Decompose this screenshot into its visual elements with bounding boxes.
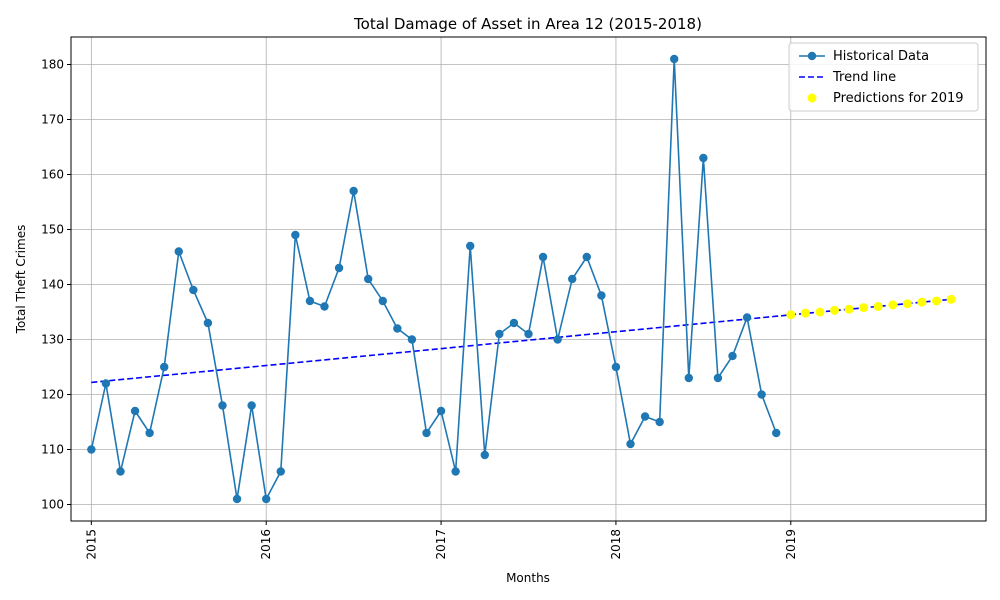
historical-point <box>509 318 519 328</box>
y-tick-label: 170 <box>41 113 64 127</box>
legend-label: Historical Data <box>833 49 929 64</box>
y-tick-label: 100 <box>41 498 64 512</box>
historical-point <box>524 329 533 339</box>
x-tick-label: 2018 <box>609 529 623 560</box>
historical-point <box>218 401 227 410</box>
historical-point <box>582 252 591 262</box>
historical-point <box>699 153 708 163</box>
historical-point <box>145 428 154 438</box>
prediction-point <box>859 303 869 313</box>
y-tick-label: 150 <box>41 223 64 237</box>
historical-point <box>407 335 417 344</box>
y-tick-label: 110 <box>41 443 64 457</box>
historical-point <box>378 296 387 306</box>
prediction-point <box>815 307 825 317</box>
historical-point <box>160 362 169 372</box>
historical-point <box>276 467 285 476</box>
y-axis: 100 110 120 130 140 150 160 170 180 <box>41 58 71 512</box>
legend-marker-predictions <box>807 93 817 103</box>
y-tick-label: 120 <box>41 388 64 402</box>
historical-point <box>232 494 242 504</box>
y-tick-label: 130 <box>41 333 64 347</box>
series-predictions-2019 <box>786 294 956 320</box>
prediction-point <box>786 310 796 320</box>
historical-line <box>90 58 777 502</box>
prediction-point <box>800 308 810 318</box>
prediction-point <box>873 302 883 311</box>
legend-box <box>788 42 979 112</box>
historical-point <box>451 467 460 476</box>
historical-point <box>626 439 635 449</box>
historical-point <box>87 445 96 454</box>
historical-point <box>757 390 766 399</box>
historical-point <box>262 494 271 504</box>
historical-point <box>203 318 213 328</box>
historical-point <box>393 324 402 333</box>
historical-point <box>553 335 562 344</box>
prediction-point <box>932 296 942 306</box>
prediction-point <box>888 300 898 310</box>
historical-point <box>334 263 344 273</box>
y-tick-label: 180 <box>41 58 64 72</box>
historical-point <box>320 302 329 311</box>
y-axis-label: Total Theft Crimes <box>14 225 28 335</box>
prediction-point <box>946 294 956 304</box>
x-tick-label: 2017 <box>434 529 448 560</box>
historical-point <box>422 428 431 438</box>
x-tick-label: 2015 <box>84 529 98 560</box>
historical-point <box>655 417 664 427</box>
legend: Historical Data Trend line Predictions for… <box>788 42 979 112</box>
historical-point <box>538 252 548 262</box>
y-tick-label: 160 <box>41 168 64 182</box>
historical-point <box>713 373 723 383</box>
historical-point <box>568 274 577 284</box>
series-historical-data <box>87 54 781 504</box>
historical-point <box>174 247 183 256</box>
x-axis: 2015 2016 2017 2018 2019 <box>84 521 798 560</box>
historical-point <box>364 274 373 284</box>
y-tick-label: 140 <box>41 278 64 292</box>
legend-label: Predictions for 2019 <box>833 91 964 106</box>
historical-point <box>189 285 198 295</box>
historical-point <box>116 467 125 476</box>
historical-point <box>611 362 621 372</box>
prediction-point <box>844 304 854 314</box>
x-tick-label: 2019 <box>784 529 798 560</box>
historical-point <box>466 241 475 251</box>
prediction-point <box>917 297 927 307</box>
historical-point <box>101 379 111 388</box>
historical-point <box>480 450 489 460</box>
historical-point <box>597 291 606 300</box>
legend-marker-historical <box>807 51 817 61</box>
prediction-point <box>830 305 840 315</box>
historical-point <box>130 406 140 416</box>
historical-point <box>495 329 504 339</box>
plot-frame <box>70 36 987 522</box>
historical-point <box>247 401 256 410</box>
historical-point <box>670 54 679 64</box>
historical-point <box>436 406 446 416</box>
historical-point <box>305 296 315 306</box>
prediction-point <box>902 299 912 309</box>
legend-label: Trend line <box>832 70 896 85</box>
x-tick-label: 2016 <box>259 529 273 560</box>
grid <box>71 37 986 521</box>
series-layer <box>87 54 956 504</box>
historical-point <box>684 373 693 383</box>
historical-point <box>742 313 752 322</box>
x-axis-label: Months <box>506 571 550 585</box>
historical-point <box>728 351 737 361</box>
historical-point <box>640 412 650 421</box>
historical-point <box>349 186 358 196</box>
historical-point <box>291 230 300 240</box>
chart-title: Total Damage of Asset in Area 12 (2015-2… <box>353 15 702 33</box>
historical-point <box>772 428 781 438</box>
